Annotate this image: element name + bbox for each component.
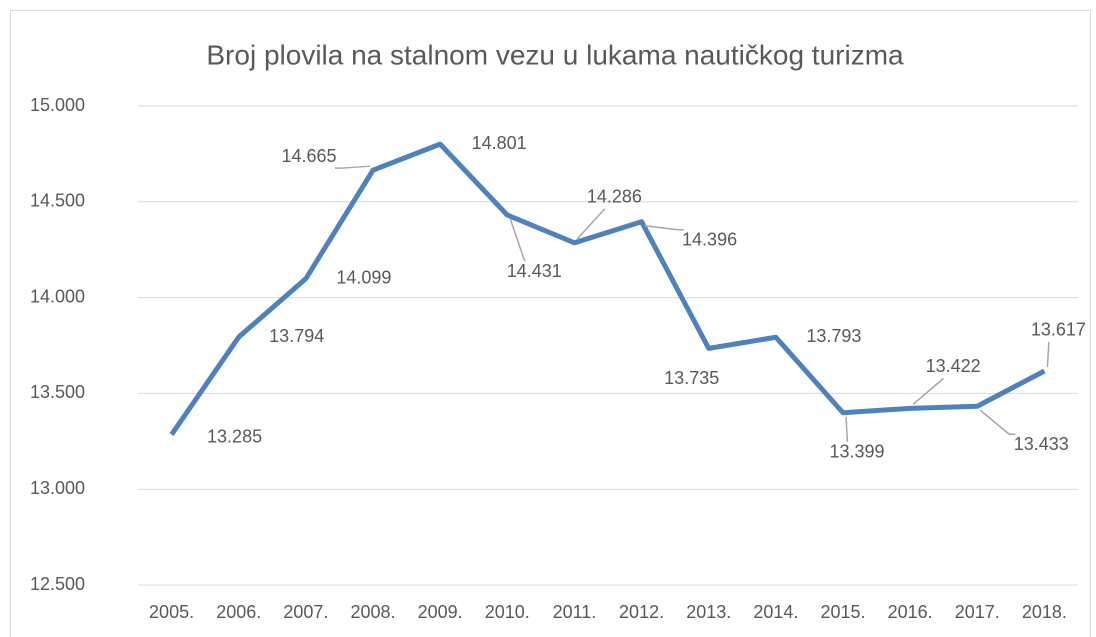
data-label: 14.431 [507, 261, 562, 281]
chart-border [10, 10, 1091, 637]
chart-title: Broj plovila na stalnom vezu u lukama na… [206, 39, 904, 70]
x-tick-label: 2010. [485, 602, 530, 622]
data-label: 13.793 [806, 326, 861, 346]
leader-line [912, 377, 945, 405]
data-label: 13.422 [926, 356, 981, 376]
leader-line [509, 218, 526, 262]
leader-line [335, 165, 371, 169]
data-label: 14.286 [587, 187, 642, 207]
x-tick-label: 2007. [283, 602, 328, 622]
x-tick-label: 2012. [619, 602, 664, 622]
x-tick-label: 2015. [820, 602, 865, 622]
y-tick-label: 13.500 [30, 382, 85, 402]
y-tick-label: 12.500 [30, 574, 85, 594]
y-tick-label: 15.000 [30, 95, 85, 115]
data-label: 14.801 [472, 133, 527, 153]
leader-line [576, 208, 606, 240]
data-label: 13.285 [207, 426, 262, 446]
x-tick-label: 2006. [216, 602, 261, 622]
data-label: 14.665 [281, 146, 336, 166]
y-tick-label: 14.500 [30, 191, 85, 211]
x-tick-label: 2005. [149, 602, 194, 622]
x-tick-label: 2009. [418, 602, 463, 622]
data-label: 13.617 [1031, 320, 1086, 340]
leader-line [1046, 341, 1050, 368]
x-tick-label: 2008. [350, 602, 395, 622]
leader-line [644, 224, 684, 231]
x-tick-label: 2014. [753, 602, 798, 622]
y-tick-label: 13.000 [30, 478, 85, 498]
leader-line [845, 416, 849, 442]
data-label: 13.794 [269, 326, 324, 346]
x-tick-label: 2018. [1022, 602, 1067, 622]
data-label: 14.396 [682, 229, 737, 249]
data-label: 14.099 [336, 267, 391, 287]
data-label: 13.399 [829, 442, 884, 462]
x-tick-label: 2017. [955, 602, 1000, 622]
data-label: 13.433 [1014, 434, 1069, 454]
x-tick-label: 2016. [888, 602, 933, 622]
y-tick-label: 14.000 [30, 286, 85, 306]
data-label: 13.735 [664, 368, 719, 388]
x-tick-label: 2011. [553, 602, 597, 622]
leader-line [979, 409, 1016, 435]
x-tick-label: 2013. [686, 602, 731, 622]
data-line [169, 141, 1046, 437]
